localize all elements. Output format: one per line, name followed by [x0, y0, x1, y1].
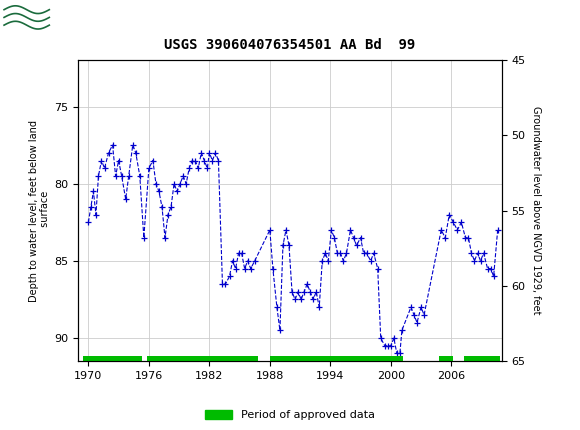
FancyBboxPatch shape — [3, 4, 55, 35]
Text: USGS 390604076354501 AA Bd  99: USGS 390604076354501 AA Bd 99 — [164, 38, 416, 52]
Y-axis label: Depth to water level, feet below land
 surface: Depth to water level, feet below land su… — [28, 120, 50, 302]
Y-axis label: Groundwater level above NGVD 1929, feet: Groundwater level above NGVD 1929, feet — [531, 107, 541, 315]
Legend: Period of approved data: Period of approved data — [200, 406, 380, 425]
Text: USGS: USGS — [58, 10, 113, 28]
